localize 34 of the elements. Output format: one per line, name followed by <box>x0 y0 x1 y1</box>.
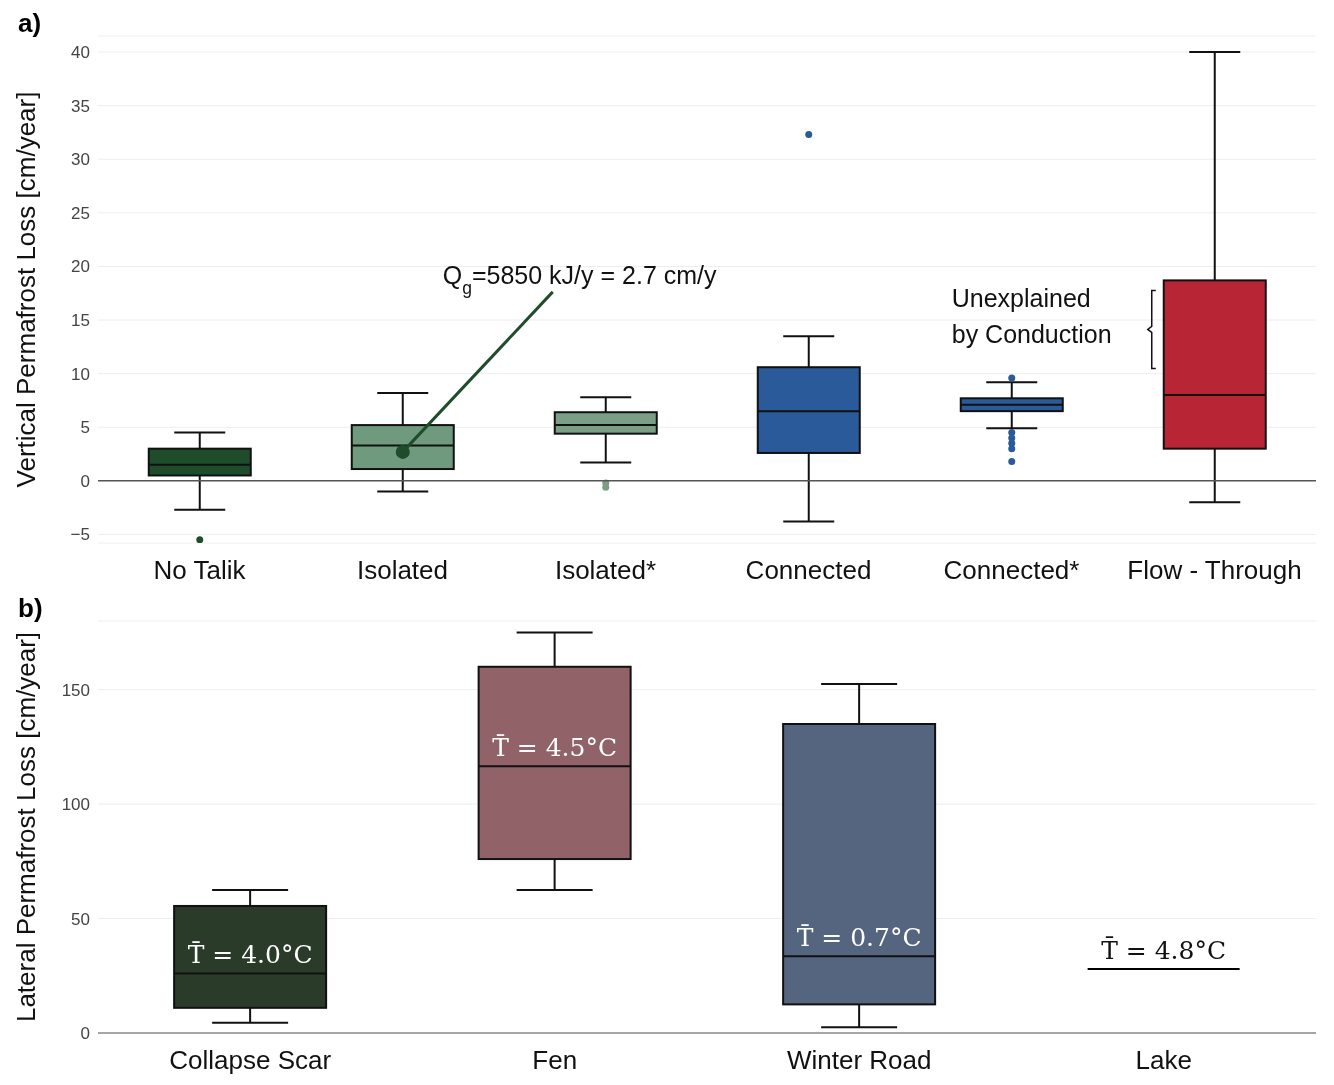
x-tick-label: Connected <box>745 555 872 586</box>
y-tick-label: 25 <box>71 203 90 223</box>
y-tick-label: 5 <box>80 418 90 438</box>
x-tick-label: Connected* <box>943 555 1080 586</box>
chart-title: b) <box>18 593 43 624</box>
x-tick-label: Winter Road <box>787 1045 932 1076</box>
y-tick-label: 150 <box>61 680 90 700</box>
y-tick-label: −5 <box>70 525 90 545</box>
y-tick-label: 0 <box>80 1024 90 1044</box>
x-tick-label: No Talik <box>153 555 247 586</box>
y-tick-label: 10 <box>71 364 90 384</box>
y-tick-label: 50 <box>71 909 90 929</box>
y-tick-label: 30 <box>71 150 90 170</box>
chart-title: a) <box>18 8 42 39</box>
x-tick-label: Isolated* <box>554 555 657 586</box>
y-tick-label: 15 <box>71 311 90 331</box>
annotation: T̄ = 4.8°C <box>1101 935 1227 965</box>
x-tick-label: Collapse Scar <box>169 1045 332 1076</box>
y-axis-title: Lateral Permafrost Loss [cm/year] <box>11 631 42 1023</box>
y-axis-title: Vertical Permafrost Loss [cm/year] <box>11 91 42 488</box>
y-tick-label: 100 <box>61 795 90 815</box>
x-tick-label: Lake <box>1135 1045 1192 1076</box>
annotation: Unexplained by Conduction <box>951 283 1113 351</box>
annotation: T̄ = 0.7°C <box>796 923 922 953</box>
y-tick-label: 20 <box>71 257 90 277</box>
x-tick-label: Fen <box>532 1045 578 1076</box>
annotation: T̄ = 4.0°C <box>187 940 313 970</box>
y-tick-label: 0 <box>80 471 90 491</box>
x-tick-label: Flow - Through <box>1127 555 1302 586</box>
annotation: T̄ = 4.5°C <box>492 733 618 763</box>
x-tick-label: Isolated <box>356 555 449 586</box>
y-tick-label: 35 <box>71 96 90 116</box>
annotation: Q$_{g}$=5850 kJ/y = 2.7 cm/y <box>442 260 718 298</box>
y-tick-label: 40 <box>71 43 90 63</box>
